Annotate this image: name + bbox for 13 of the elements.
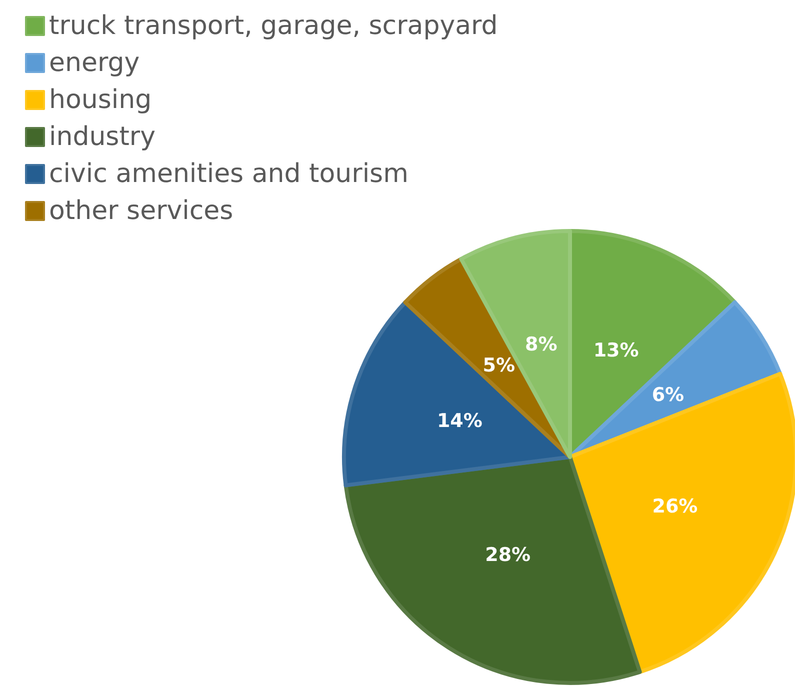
data-label: 8% <box>525 334 558 356</box>
data-label: 13% <box>593 340 639 362</box>
legend-label: truck transport, garage, scrapyard <box>49 11 498 41</box>
legend-label: other services <box>49 196 234 226</box>
legend-label: housing <box>49 85 152 115</box>
legend-label: industry <box>49 122 156 152</box>
data-label: 26% <box>652 495 698 518</box>
data-label: 5% <box>482 354 516 376</box>
data-label: 6% <box>652 384 684 406</box>
legend-label: civic amenities and tourism <box>49 159 408 189</box>
data-label: 14% <box>436 410 482 432</box>
legend-label: energy <box>49 48 140 78</box>
data-label: 28% <box>485 544 531 566</box>
